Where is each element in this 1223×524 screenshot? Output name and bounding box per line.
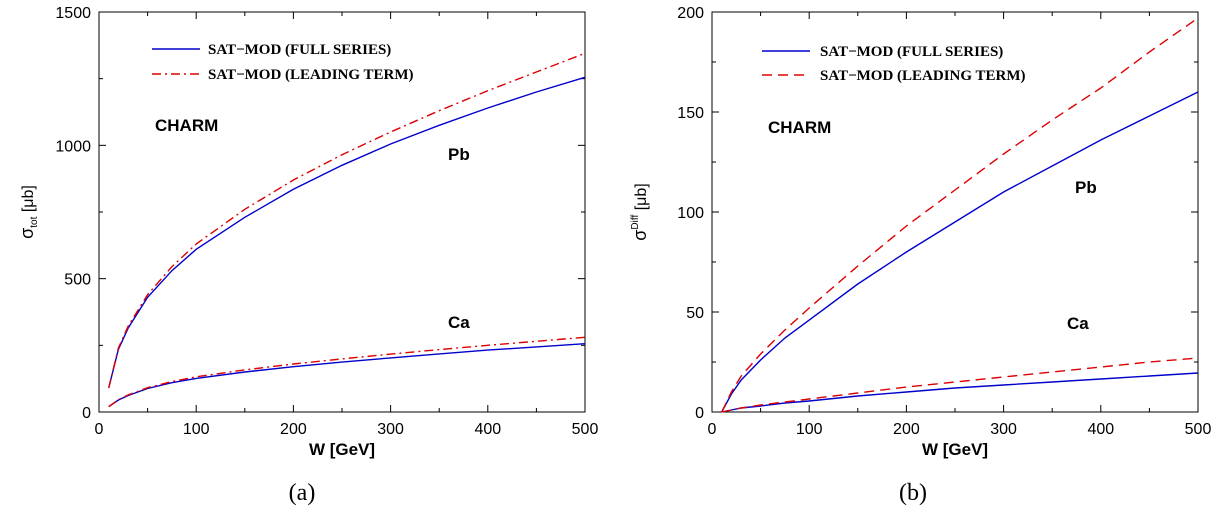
- pb-label: Pb: [1075, 178, 1097, 197]
- x-tick-label: 500: [1185, 421, 1212, 438]
- ca-label: Ca: [1067, 314, 1089, 333]
- y-tick-label: 100: [677, 205, 704, 222]
- x-tick-label: 200: [893, 421, 920, 438]
- x-tick-label: 400: [474, 421, 501, 438]
- x-tick-label: 500: [572, 421, 599, 438]
- y-tick-label: 150: [677, 105, 704, 122]
- y-tick-label: 1000: [55, 138, 91, 155]
- y-axis-label: σtot [μb]: [17, 185, 40, 239]
- y-axis-subscript: tot: [29, 216, 40, 227]
- y-axis-subscript: Diff: [630, 215, 641, 230]
- legend-label: SAT−MOD (LEADING TERM): [208, 67, 414, 83]
- legend-label: SAT−MOD (LEADING TERM): [820, 68, 1026, 84]
- x-tick-label: 400: [1087, 421, 1114, 438]
- x-axis-label: W [GeV]: [309, 440, 375, 459]
- series-line-full-series-2: [108, 343, 586, 408]
- y-axis-symbol: σ: [17, 228, 37, 239]
- x-tick-label: 100: [183, 421, 210, 438]
- y-axis-symbol: σ: [630, 230, 650, 241]
- y-tick-label: 200: [677, 5, 704, 22]
- series-line-leading-term-3: [721, 357, 1199, 413]
- x-tick-label: 200: [280, 421, 307, 438]
- legend-label: SAT−MOD (FULL SERIES): [208, 42, 391, 58]
- x-tick-label: 100: [796, 421, 823, 438]
- y-tick-label: 0: [695, 405, 704, 422]
- y-tick-label: 500: [64, 272, 91, 289]
- y-axis-unit: [μb]: [20, 185, 37, 216]
- x-tick-label: 300: [990, 421, 1017, 438]
- x-tick-label: 0: [708, 421, 717, 438]
- y-axis-unit: [μb]: [633, 183, 650, 214]
- series-line-full-series-0: [721, 91, 1199, 413]
- y-axis-label: σDiff [μb]: [630, 183, 650, 240]
- charm-label: CHARM: [768, 118, 831, 137]
- series-line-full-series-2: [721, 372, 1199, 413]
- y-tick-label: 0: [82, 405, 91, 422]
- x-tick-label: 300: [377, 421, 404, 438]
- y-tick-label: 1500: [55, 5, 91, 22]
- chart-panel-a: 0 100 200 300 400 500 0 500 1000 1500 W [GeV] σtot …: [17, 5, 598, 506]
- charm-label: CHARM: [155, 116, 218, 135]
- x-axis-label: W [GeV]: [922, 440, 988, 459]
- series-line-leading-term-1: [108, 52, 586, 389]
- series-line-leading-term-3: [108, 336, 586, 408]
- series-line-leading-term-1: [721, 17, 1199, 413]
- x-tick-label: 0: [95, 421, 104, 438]
- series-line-full-series-0: [108, 76, 586, 389]
- panel-caption: (a): [289, 480, 316, 506]
- legend-label: SAT−MOD (FULL SERIES): [820, 44, 1003, 60]
- ca-label: Ca: [448, 313, 470, 332]
- panel-caption: (b): [899, 480, 927, 506]
- y-tick-label: 50: [686, 305, 704, 322]
- pb-label: Pb: [448, 145, 470, 164]
